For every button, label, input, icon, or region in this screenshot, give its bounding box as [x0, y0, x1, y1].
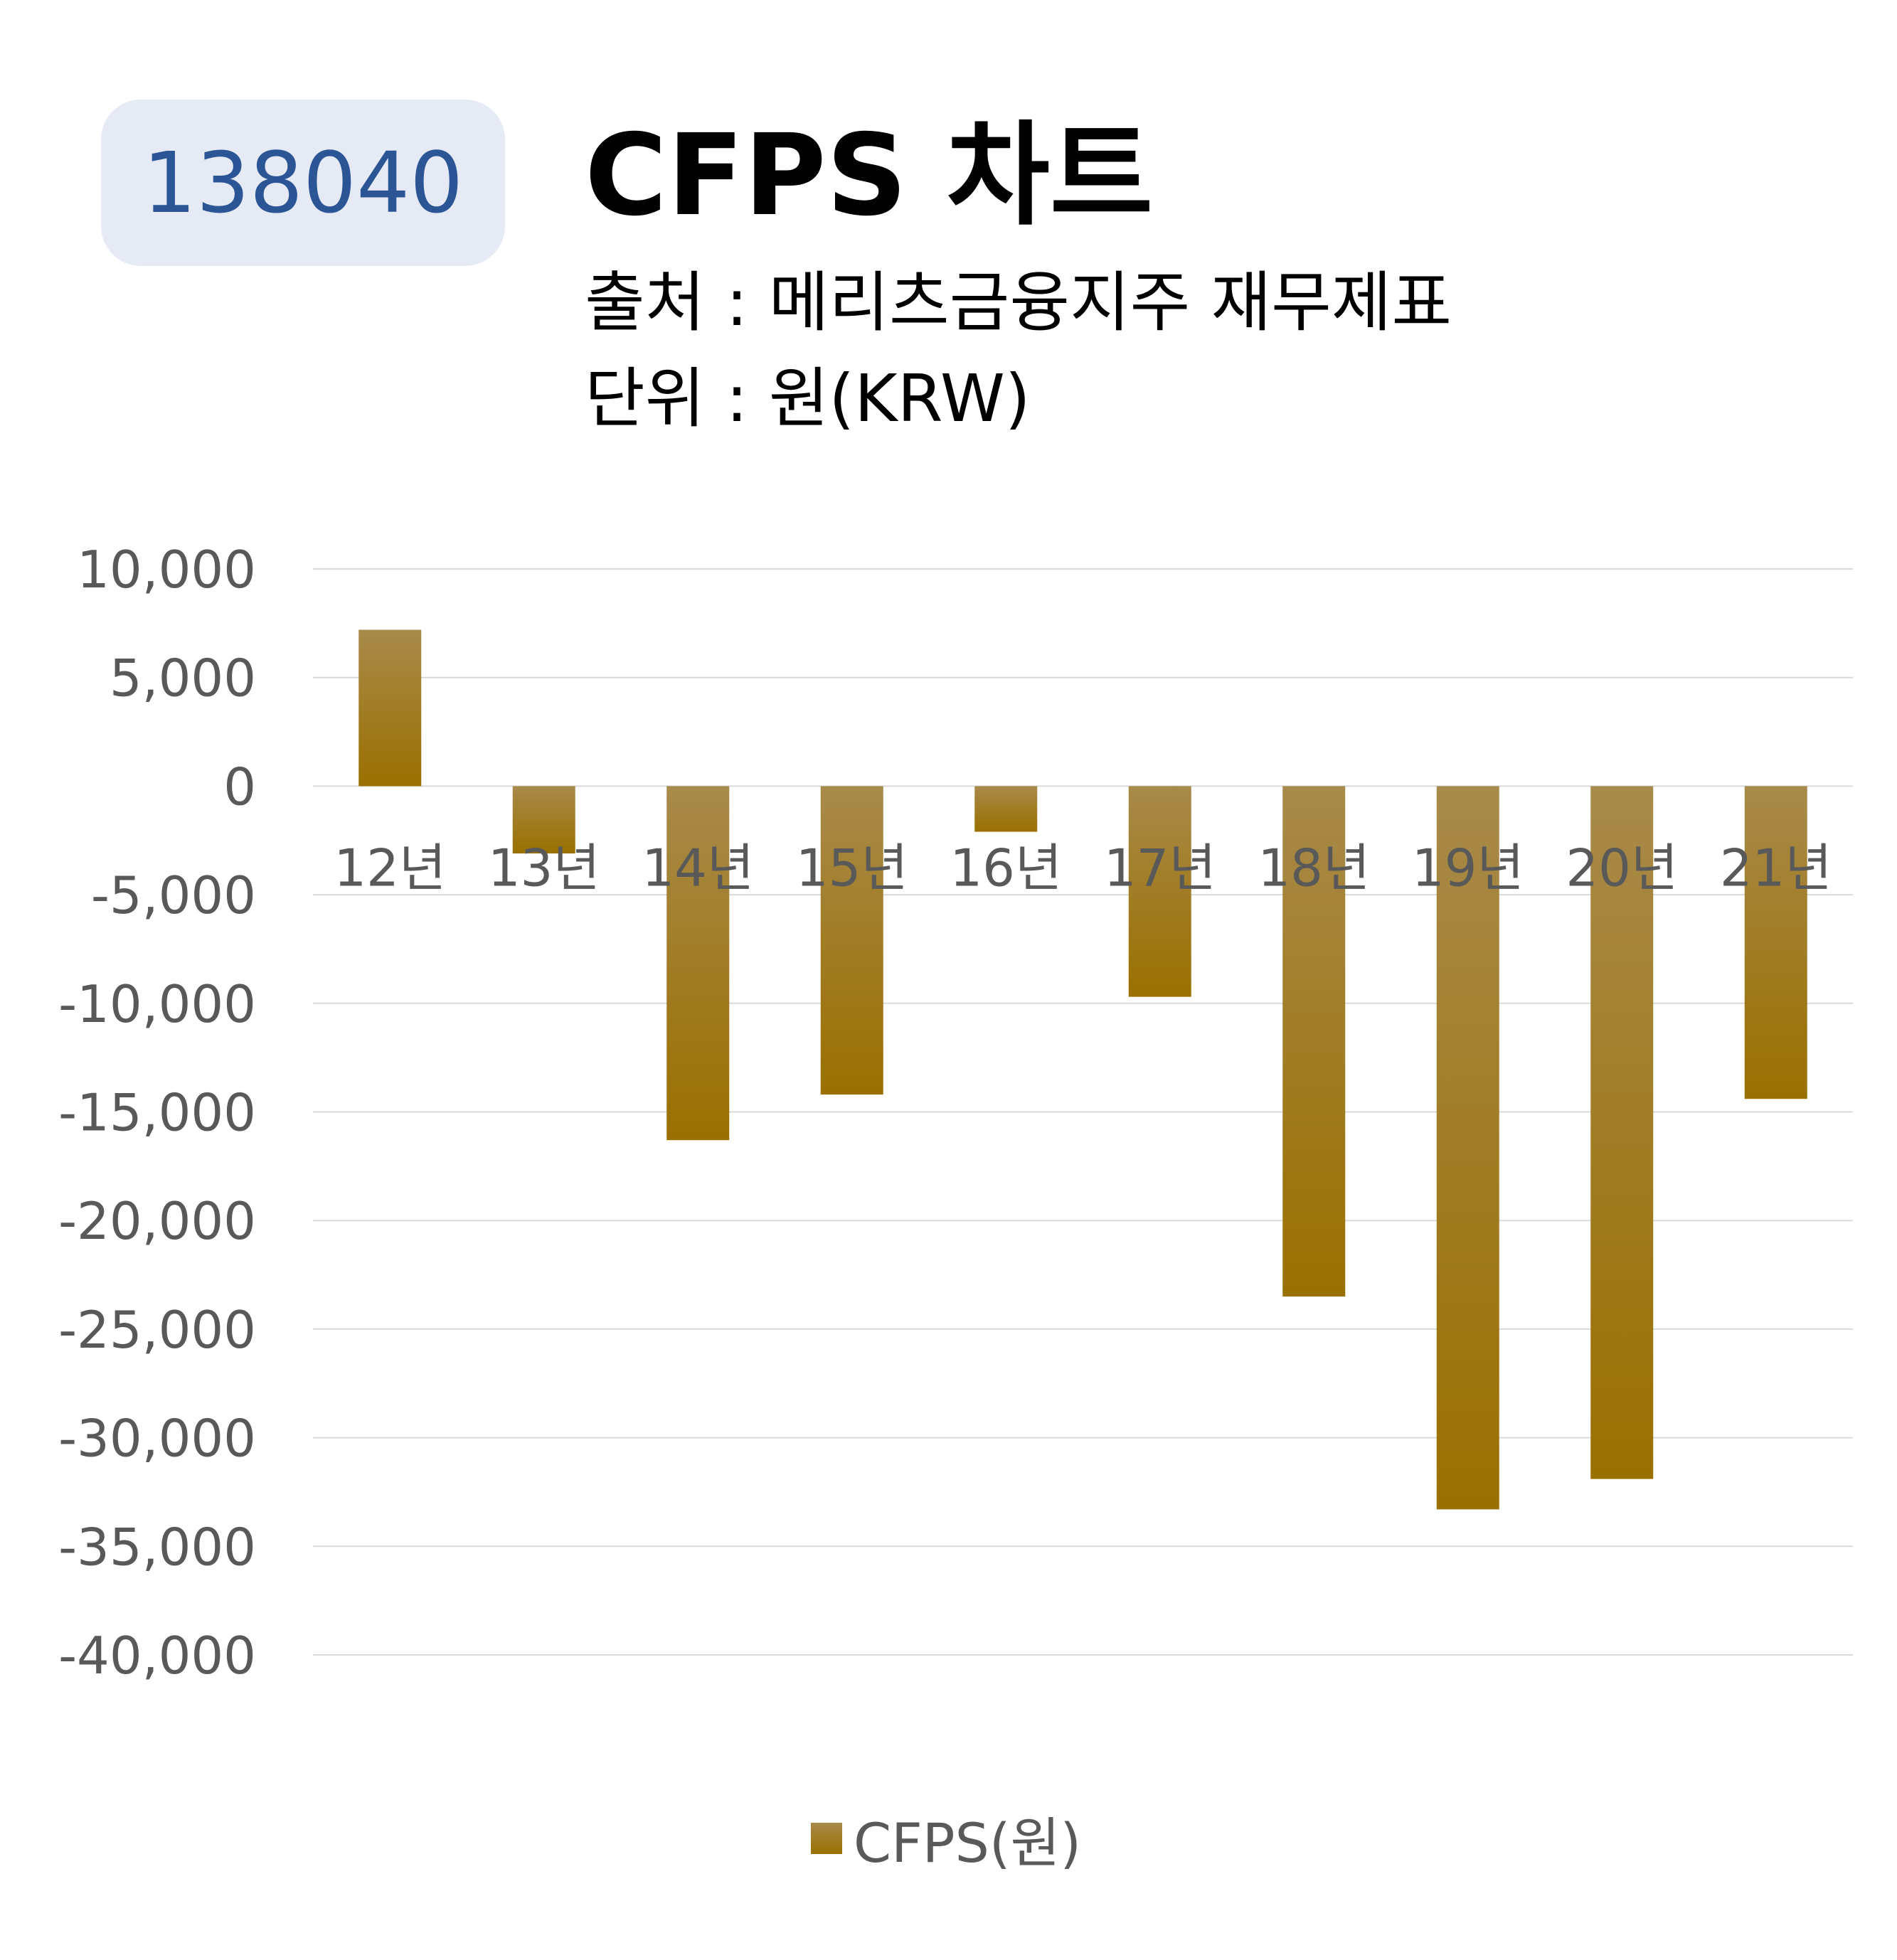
x-tick-label: 15년	[796, 838, 908, 898]
bar-12년	[358, 629, 422, 787]
y-tick-label: -10,000	[58, 974, 256, 1034]
x-tick-label: 13년	[488, 838, 600, 898]
y-tick-label: 0	[223, 757, 256, 816]
legend: CFPS(원)	[811, 1806, 1081, 1875]
bar-17년	[1128, 786, 1191, 997]
bar-16년	[974, 786, 1038, 832]
x-tick-label: 18년	[1258, 838, 1370, 898]
y-tick-label: -15,000	[58, 1083, 256, 1143]
x-tick-label: 21년	[1720, 838, 1832, 898]
bar-21년	[1744, 786, 1807, 1099]
bar-19년	[1436, 786, 1499, 1510]
legend-label: CFPS(원)	[854, 1811, 1082, 1875]
y-tick-label: -20,000	[58, 1191, 256, 1251]
x-axis-ticks: 12년 13년 14년 15년 16년 17년 18년 19년 20년 21년	[334, 838, 1832, 898]
y-tick-label: -5,000	[91, 866, 256, 925]
y-tick-label: 5,000	[110, 649, 256, 708]
unit-line: 단위 : 원(KRW)	[585, 361, 1031, 437]
stock-code-badge: 138040	[101, 100, 505, 266]
y-tick-label: -40,000	[58, 1626, 256, 1685]
x-tick-label: 17년	[1104, 838, 1216, 898]
x-tick-label: 14년	[642, 838, 754, 898]
y-tick-label: -25,000	[58, 1300, 256, 1360]
bar-13년	[512, 786, 575, 854]
legend-swatch	[811, 1823, 842, 1854]
cfps-bar-chart: 10,000 5,000 0 -5,000 -10,000 -15,000 -20,000 -…	[58, 540, 1853, 1685]
stock-code: 138040	[142, 134, 464, 232]
x-tick-label: 19년	[1412, 838, 1524, 898]
source-line: 출처 : 메리츠금융지주 재무제표	[585, 265, 1452, 341]
y-tick-label: -30,000	[58, 1409, 256, 1469]
y-tick-label: 10,000	[77, 540, 256, 600]
bar-18년	[1282, 786, 1346, 1297]
x-tick-label: 16년	[950, 838, 1062, 898]
x-tick-label: 20년	[1566, 838, 1678, 898]
x-tick-label: 12년	[334, 838, 446, 898]
y-tick-label: -35,000	[58, 1517, 256, 1577]
bars	[358, 629, 1807, 1510]
bar-14년	[666, 786, 730, 1141]
bar-20년	[1590, 786, 1654, 1479]
y-axis-ticks: 10,000 5,000 0 -5,000 -10,000 -15,000 -20,000 -…	[58, 540, 256, 1685]
chart-title: CFPS 차트	[585, 110, 1154, 241]
bar-15년	[820, 786, 883, 1095]
